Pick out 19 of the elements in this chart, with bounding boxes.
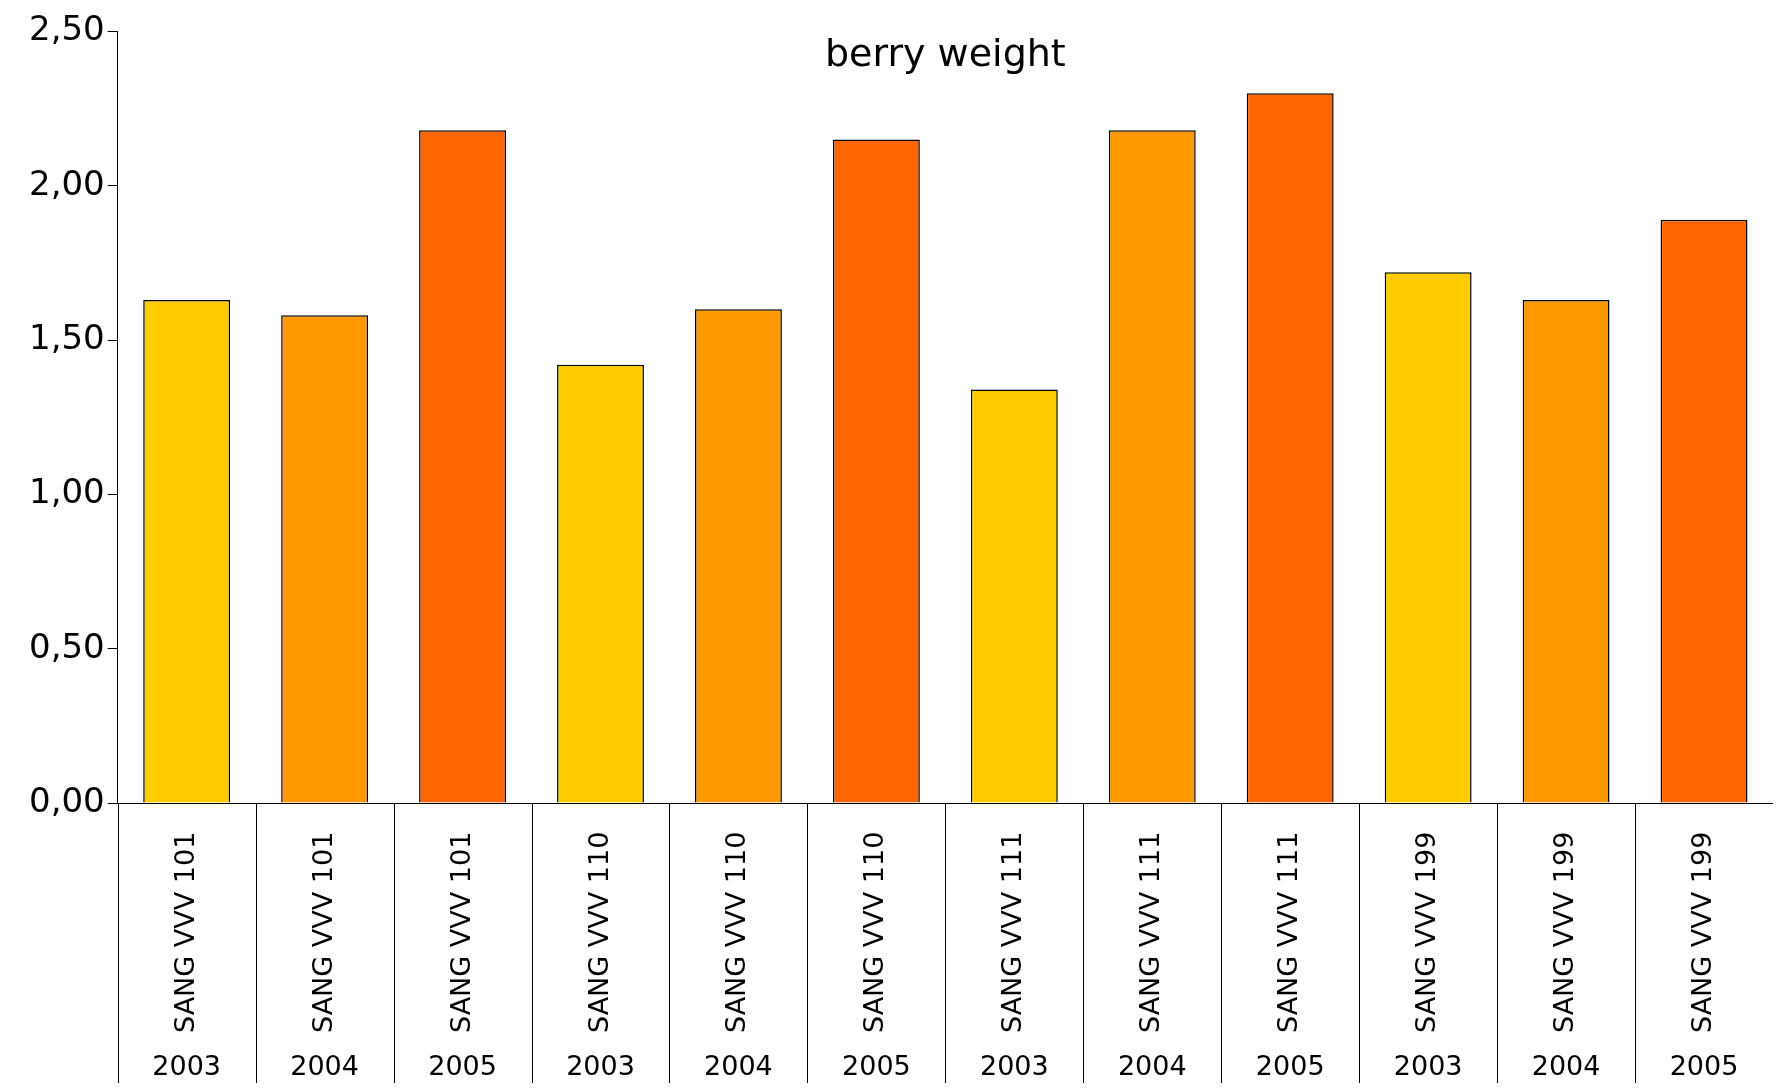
x-tick-label: SANG VVV 101 2004 (290, 831, 359, 1082)
x-tick-label: SANG VVV 110 2005 (842, 831, 911, 1082)
x-tick-label: SANG VVV 111 2005 (1255, 831, 1325, 1082)
y-tick-label: 2,00 (29, 162, 105, 203)
y-tick-label: 0,00 (29, 779, 105, 820)
chart-title: berry weight (824, 31, 1066, 76)
y-tick-label: 0,50 (29, 625, 105, 666)
x-tick-label: SANG VVV 110 2003 (566, 831, 635, 1082)
x-tick-label: SANG VVV 111 2003 (979, 831, 1049, 1082)
x-tick-label: SANG VVV 199 2004 (1531, 831, 1601, 1082)
x-tick-label: SANG VVV 101 2003 (152, 831, 222, 1082)
y-tick-label: 1,50 (29, 316, 105, 357)
x-tick-label: SANG VVV 110 2004 (704, 831, 773, 1082)
x-tick-label: SANG VVV 199 2003 (1393, 831, 1463, 1082)
y-tick-label: 2,50 (29, 8, 105, 49)
x-tick-label: SANG VVV 101 2005 (428, 831, 497, 1082)
x-tick-label: SANG VVV 111 2004 (1117, 831, 1187, 1082)
x-tick-label: SANG VVV 199 2005 (1669, 831, 1739, 1082)
y-tick-label: 1,00 (29, 471, 105, 512)
